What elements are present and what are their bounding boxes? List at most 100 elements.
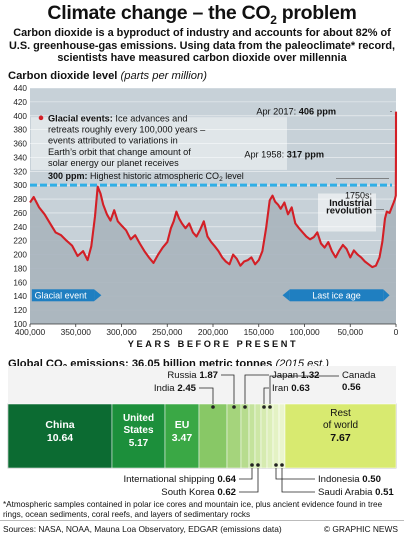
y-tick-label: 420 (13, 98, 27, 107)
glacial-note-box (31, 117, 287, 170)
saudi-leader (281, 468, 315, 493)
y-tick-label: 360 (13, 140, 27, 149)
indonesia-dot (274, 463, 278, 467)
apr1958-label: Apr 1958: 317 ppm (244, 149, 324, 159)
divider (0, 520, 404, 521)
x-tick-label: 0 (394, 327, 399, 337)
last-ice-age-bar (289, 289, 384, 302)
glacial-event-bar-label: Glacial event (35, 290, 88, 300)
last-ice-age-bar-arrow-left (282, 289, 290, 302)
emissions-bar-indonesia (272, 403, 280, 469)
indonesia-callout: Indonesia 0.50 (318, 474, 381, 485)
x-axis-label: YEARS BEFORE PRESENT (128, 339, 298, 349)
glacial-event-bar-arrow (94, 289, 102, 302)
korea-leader (239, 468, 259, 493)
emissions-bar-international-shipping (248, 403, 256, 469)
canada-callout-label: Canada (342, 370, 376, 381)
y-tick-label: 160 (13, 278, 27, 287)
shipping-callout: International shipping 0.64 (123, 474, 236, 485)
glacial-events-text: retreats roughly every 100,000 years – (48, 125, 206, 135)
us-label-2: States (123, 425, 153, 436)
emissions-bar-iran (260, 403, 268, 469)
india-dot (211, 405, 215, 409)
korea-dot (256, 463, 260, 467)
russia-dot (232, 405, 236, 409)
india-leader (199, 387, 214, 404)
iran-dot (262, 405, 266, 409)
emissions-bar-rest-of-world (284, 403, 397, 469)
us-value: 5.17 (129, 438, 149, 449)
china-value: 10.64 (47, 432, 73, 444)
eu-label: EU (175, 419, 190, 431)
glacial-events-text: events attributed to variations in (48, 136, 178, 146)
y-tick-label: 200 (13, 251, 27, 260)
x-tick-label: 400,000 (15, 327, 46, 337)
emissions-bar-saudi-arabia (278, 403, 286, 469)
x-tick-label: 200,000 (198, 327, 229, 337)
x-tick-label: 50,000 (337, 327, 363, 337)
japan-leader (244, 374, 269, 404)
y-tick-label: 180 (13, 264, 27, 273)
emissions-bar-japan (240, 403, 250, 469)
co2-chart-title: Carbon dioxide level (parts per million) (8, 70, 207, 82)
eu-value: 3.47 (172, 432, 193, 444)
apr2017-label: Apr 2017: 406 ppm (256, 107, 336, 117)
revolution-box (318, 193, 376, 232)
revolution-name-1: Industrial (329, 198, 372, 209)
y-tick-label: 440 (13, 84, 27, 93)
emissions-bar-united-states (111, 403, 166, 469)
y-tick-label: 300 (13, 181, 27, 190)
co2-series-line (29, 111, 398, 269)
intro-text: Carbon dioxide is a byproduct of industr… (8, 27, 396, 65)
rest-label-1: Rest (330, 408, 351, 419)
emissions-bar-india (198, 403, 228, 469)
iran-leader (263, 387, 269, 404)
emissions-label-band (8, 366, 396, 404)
emissions-bar-south-korea (254, 403, 262, 469)
page-title: Climate change – the CO2 problem (47, 2, 357, 27)
india-callout: India 2.45 (154, 383, 197, 394)
y-tick-label: 380 (13, 126, 27, 135)
korea-callout: South Korea 0.62 (161, 487, 236, 498)
y-tick-label: 240 (13, 223, 27, 232)
japan-callout: Japan 1.32 (272, 370, 320, 381)
glacial-bullet (38, 115, 44, 121)
threshold-label: 300 ppm: Highest historic atmospheric CO… (48, 171, 244, 183)
y-tick-label: 220 (13, 237, 27, 246)
shipping-dot (250, 463, 254, 467)
revolution-year: 1750s: (345, 190, 372, 200)
saudi-callout: Saudi Arabia 0.51 (318, 487, 394, 498)
japan-dot (243, 405, 247, 409)
rest-label-2: of world (323, 420, 358, 431)
x-tick-label: 150,000 (244, 327, 275, 337)
last-ice-age-bar-arrow-right (383, 289, 390, 302)
y-tick-label: 280 (13, 195, 27, 204)
revolution-name-2: revolution (326, 206, 372, 217)
y-tick-label: 140 (13, 292, 27, 301)
glacial-events-text: solar energy our planet receives (48, 158, 179, 168)
footnote: *Atmospheric samples contained in polar … (3, 500, 383, 519)
indonesia-leader (275, 468, 315, 480)
co2-area-fill (30, 111, 396, 324)
canada-dot (268, 405, 272, 409)
us-label-1: United (123, 413, 154, 424)
sources: Sources: NASA, NOAA, Mauna Loa Observato… (3, 524, 282, 534)
russia-leader (221, 374, 235, 404)
saudi-dot (280, 463, 284, 467)
rest-value: 7.67 (330, 432, 351, 444)
canada-leader (269, 375, 339, 404)
glacial-events-text: Earth’s orbit that change amount of (48, 147, 191, 157)
x-tick-label: 100,000 (289, 327, 320, 337)
canada-callout-value: 0.56 (342, 382, 361, 393)
y-tick-label: 100 (13, 320, 27, 329)
russia-callout: Russia 1.87 (167, 370, 218, 381)
credit: © GRAPHIC NEWS (323, 524, 398, 534)
iran-callout: Iran 0.63 (272, 383, 310, 394)
emissions-bar-china (7, 403, 113, 469)
glacial-events-text: Glacial events: Ice advances and (48, 113, 187, 123)
y-tick-label: 120 (13, 306, 27, 315)
x-tick-label: 300,000 (106, 327, 137, 337)
emissions-bar-canada (266, 403, 274, 469)
